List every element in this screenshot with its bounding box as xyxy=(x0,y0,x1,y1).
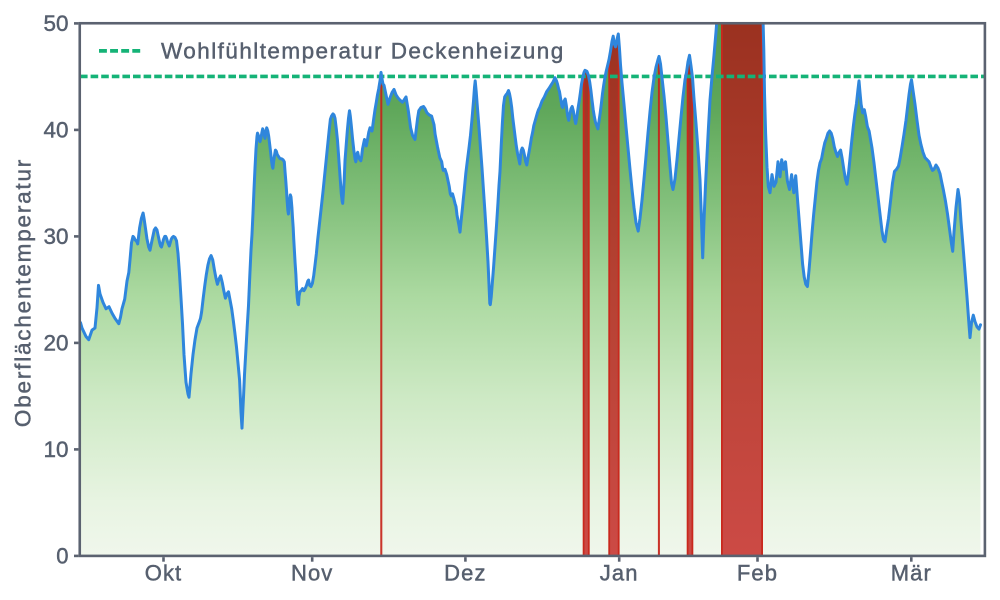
svg-text:10: 10 xyxy=(44,437,69,462)
svg-text:20: 20 xyxy=(44,330,69,355)
svg-text:Jan: Jan xyxy=(600,561,639,586)
svg-text:0: 0 xyxy=(56,543,68,568)
svg-text:Wohlfühltemperatur Deckenheizu: Wohlfühltemperatur Deckenheizung xyxy=(161,39,565,64)
svg-text:40: 40 xyxy=(44,117,69,142)
svg-text:Nov: Nov xyxy=(291,561,333,586)
svg-text:50: 50 xyxy=(44,11,69,36)
svg-text:30: 30 xyxy=(44,224,69,249)
svg-text:Okt: Okt xyxy=(145,561,183,586)
svg-text:Dez: Dez xyxy=(444,561,486,586)
svg-text:Mär: Mär xyxy=(891,561,932,586)
svg-text:Oberflächentemperatur: Oberflächentemperatur xyxy=(11,158,36,427)
svg-text:Feb: Feb xyxy=(737,561,778,586)
